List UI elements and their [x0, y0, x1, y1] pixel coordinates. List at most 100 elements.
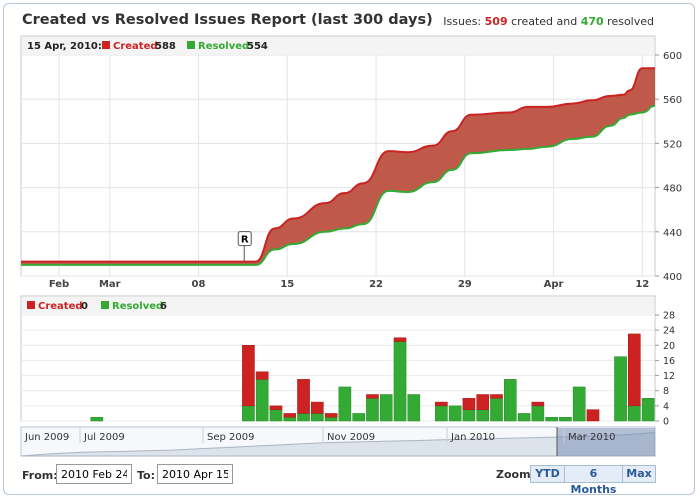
- created-bar: [476, 394, 490, 410]
- zoom-ytd-button[interactable]: YTD: [530, 465, 565, 483]
- resolved-bar: [517, 413, 531, 422]
- created-bar: [283, 413, 297, 418]
- resolved-bar: [366, 398, 379, 422]
- resolved-bar: [572, 386, 586, 422]
- resolved-bar: [531, 405, 545, 422]
- chart-title: Created vs Resolved Issues Report (last …: [22, 12, 433, 28]
- resolved-bar: [545, 416, 558, 422]
- resolved-bar: [559, 416, 572, 422]
- main-plot-border: [20, 35, 656, 277]
- resolved-bar: [435, 405, 448, 422]
- zoom-6-months-button[interactable]: 6 Months: [564, 465, 623, 496]
- release-flag-box: [237, 231, 252, 247]
- resolved-legend-value: 554: [247, 41, 268, 52]
- resolved-bar: [283, 416, 297, 422]
- from-label: From:: [22, 469, 58, 482]
- resolved-bar: [297, 413, 310, 422]
- resolved-legend-swatch: [187, 41, 195, 49]
- resolved-count: 470: [580, 15, 604, 28]
- to-label: To:: [137, 469, 155, 482]
- created-bar: [490, 394, 503, 399]
- created-bar: [269, 405, 283, 410]
- resolved-bar: [503, 379, 517, 422]
- main-xtick-label: 22: [369, 279, 383, 290]
- issues-summary: Issues: 509 created and 470 resolved: [443, 15, 654, 28]
- resolved-bar: [393, 341, 407, 422]
- created-word: created and: [511, 15, 578, 28]
- main-xtick-label: Feb: [49, 279, 69, 290]
- main-ytick-label: 480: [663, 184, 682, 195]
- created-bar: [586, 409, 600, 422]
- resolved-bar: [324, 416, 338, 422]
- bar-created-legend-name: Created: [38, 301, 83, 312]
- resolved-bar: [614, 356, 627, 422]
- main-ytick-label: 520: [663, 139, 682, 150]
- main-xtick-label: Apr: [544, 279, 564, 290]
- created-count: 509: [484, 15, 508, 28]
- main-xtick-label: 12: [635, 279, 649, 290]
- resolved-legend-name: Resolved: [198, 41, 249, 52]
- resolved-bar: [269, 409, 283, 422]
- created-bar: [393, 337, 407, 342]
- created-bar: [366, 394, 379, 399]
- resolved-bar: [641, 398, 655, 422]
- resolved-bar: [338, 386, 352, 422]
- main-ytick-label: 400: [663, 272, 682, 283]
- bar-resolved-legend-value: 6: [160, 301, 167, 312]
- navigator-tick-label: Sep 2009: [207, 432, 254, 443]
- bar-ytick-label: 28: [663, 311, 675, 322]
- bar-resolved-legend-swatch: [101, 301, 109, 309]
- main-xtick-label: 15: [280, 279, 294, 290]
- main-ytick-label: 560: [663, 95, 682, 106]
- resolved-word: resolved: [607, 15, 654, 28]
- main-legend-bar: [22, 37, 654, 54]
- zoom-label: Zoom:: [496, 468, 535, 481]
- bar-ytick-label: 4: [663, 401, 669, 412]
- created-bar: [255, 371, 269, 380]
- resolved-bar: [407, 394, 421, 422]
- resolved-bar: [255, 379, 269, 422]
- bar-ytick-label: 12: [663, 371, 675, 382]
- created-bar: [435, 401, 448, 407]
- main-ytick-label: 440: [663, 228, 682, 239]
- resolved-bar: [462, 409, 476, 422]
- resolved-bar: [490, 398, 503, 422]
- resolved-bar: [242, 405, 255, 422]
- bar-ytick-label: 20: [663, 341, 675, 352]
- bar-ytick-label: 24: [663, 326, 675, 337]
- to-date-input[interactable]: [157, 464, 233, 484]
- created-bar: [324, 413, 338, 418]
- main-ytick-label: 600: [663, 51, 682, 62]
- bar-ytick-label: 8: [663, 386, 669, 397]
- created-bar: [628, 333, 641, 407]
- navigator-tick-label: Jan 2010: [450, 432, 495, 443]
- zoom-max-button[interactable]: Max: [622, 465, 656, 483]
- created-bar: [297, 379, 310, 414]
- created-bar: [462, 398, 476, 410]
- created-legend-value: 588: [155, 41, 176, 52]
- created-resolved-band: [21, 68, 655, 265]
- bar-legend-bar: [22, 297, 654, 314]
- resolved-bar: [90, 416, 104, 422]
- bar-created-legend-swatch: [27, 301, 35, 309]
- bar-plot-border: [20, 295, 656, 422]
- bar-ytick-label: 0: [663, 417, 669, 428]
- navigator-selection: [557, 428, 655, 456]
- main-xtick-label: 29: [458, 279, 472, 290]
- from-date-input[interactable]: [56, 464, 132, 484]
- main-xtick-label: Mar: [99, 279, 121, 290]
- navigator-tick-label: Nov 2009: [327, 432, 375, 443]
- bar-created-legend-value: 0: [81, 301, 88, 312]
- created-bar: [531, 401, 545, 407]
- bar-ytick-label: 16: [663, 356, 675, 367]
- resolved-line: [21, 104, 656, 266]
- navigator-tick-label: Jul 2009: [83, 432, 125, 443]
- resolved-bar: [311, 413, 324, 422]
- created-line: [21, 67, 655, 263]
- resolved-bar: [628, 405, 641, 422]
- resolved-bar: [476, 409, 490, 422]
- bar-resolved-legend-name: Resolved: [112, 301, 163, 312]
- navigator-tick-label: Mar 2010: [568, 432, 616, 443]
- summary-prefix: Issues:: [443, 15, 482, 28]
